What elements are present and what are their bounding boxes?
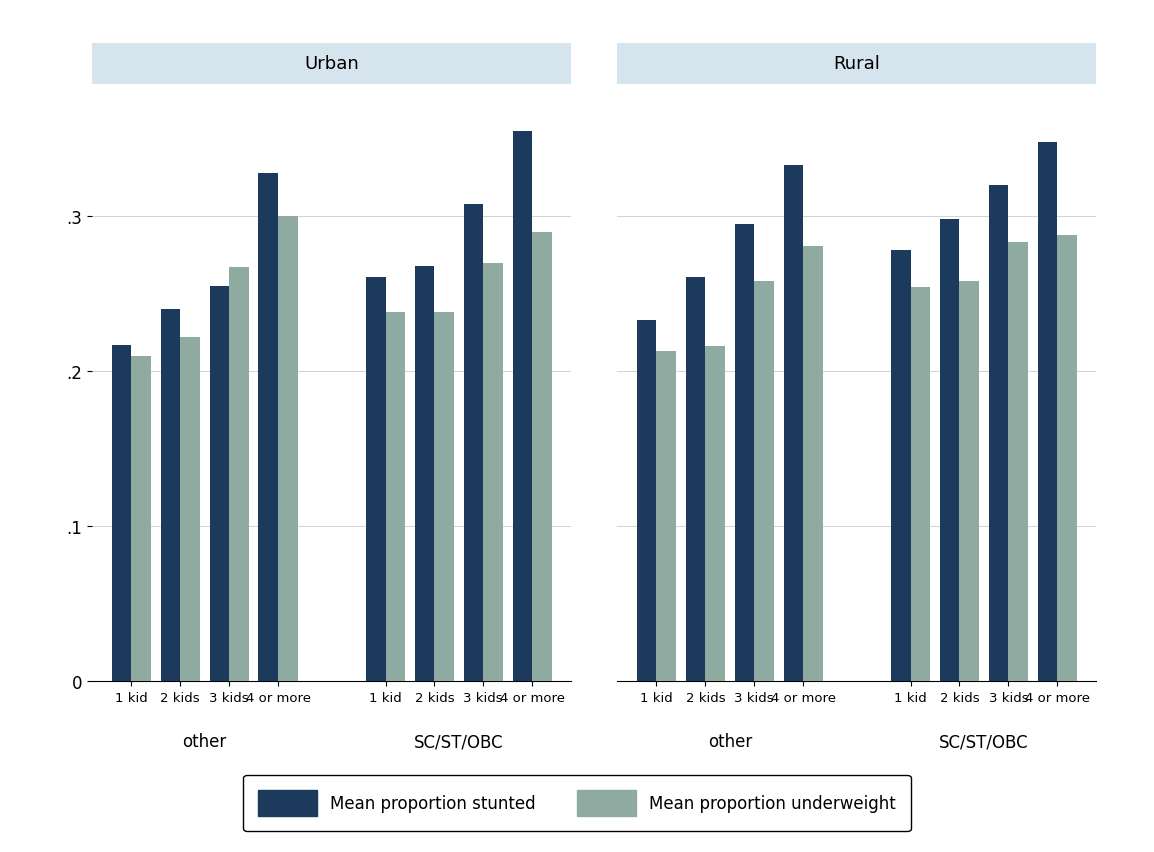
Bar: [637, 320, 657, 682]
Text: SC/ST/OBC: SC/ST/OBC: [939, 732, 1028, 751]
Bar: [160, 310, 180, 682]
Bar: [414, 267, 434, 682]
Bar: [230, 268, 249, 682]
Bar: [278, 217, 298, 682]
Bar: [705, 347, 725, 682]
Bar: [258, 174, 278, 682]
Text: Urban: Urban: [305, 55, 359, 73]
Bar: [366, 277, 385, 682]
Bar: [891, 251, 911, 682]
Text: Rural: Rural: [833, 55, 881, 73]
Bar: [989, 186, 1009, 682]
Bar: [464, 204, 484, 682]
Text: other: other: [707, 732, 752, 751]
Bar: [1057, 235, 1077, 682]
Bar: [685, 277, 705, 682]
Text: other: other: [182, 732, 227, 751]
Bar: [657, 352, 676, 682]
Bar: [1009, 243, 1028, 682]
Bar: [1037, 142, 1057, 682]
Bar: [959, 282, 979, 682]
Bar: [755, 282, 774, 682]
Bar: [512, 132, 532, 682]
Bar: [735, 225, 755, 682]
Bar: [180, 337, 200, 682]
Text: SC/ST/OBC: SC/ST/OBC: [414, 732, 503, 751]
Bar: [484, 263, 503, 682]
Bar: [803, 246, 823, 682]
Bar: [434, 313, 454, 682]
Bar: [112, 345, 132, 682]
Bar: [784, 166, 803, 682]
Bar: [385, 313, 405, 682]
Bar: [210, 286, 230, 682]
FancyBboxPatch shape: [92, 43, 571, 85]
Bar: [911, 288, 930, 682]
Bar: [532, 233, 552, 682]
Bar: [939, 220, 959, 682]
FancyBboxPatch shape: [617, 43, 1096, 85]
Legend: Mean proportion stunted, Mean proportion underweight: Mean proportion stunted, Mean proportion…: [243, 775, 911, 831]
Bar: [132, 356, 151, 682]
